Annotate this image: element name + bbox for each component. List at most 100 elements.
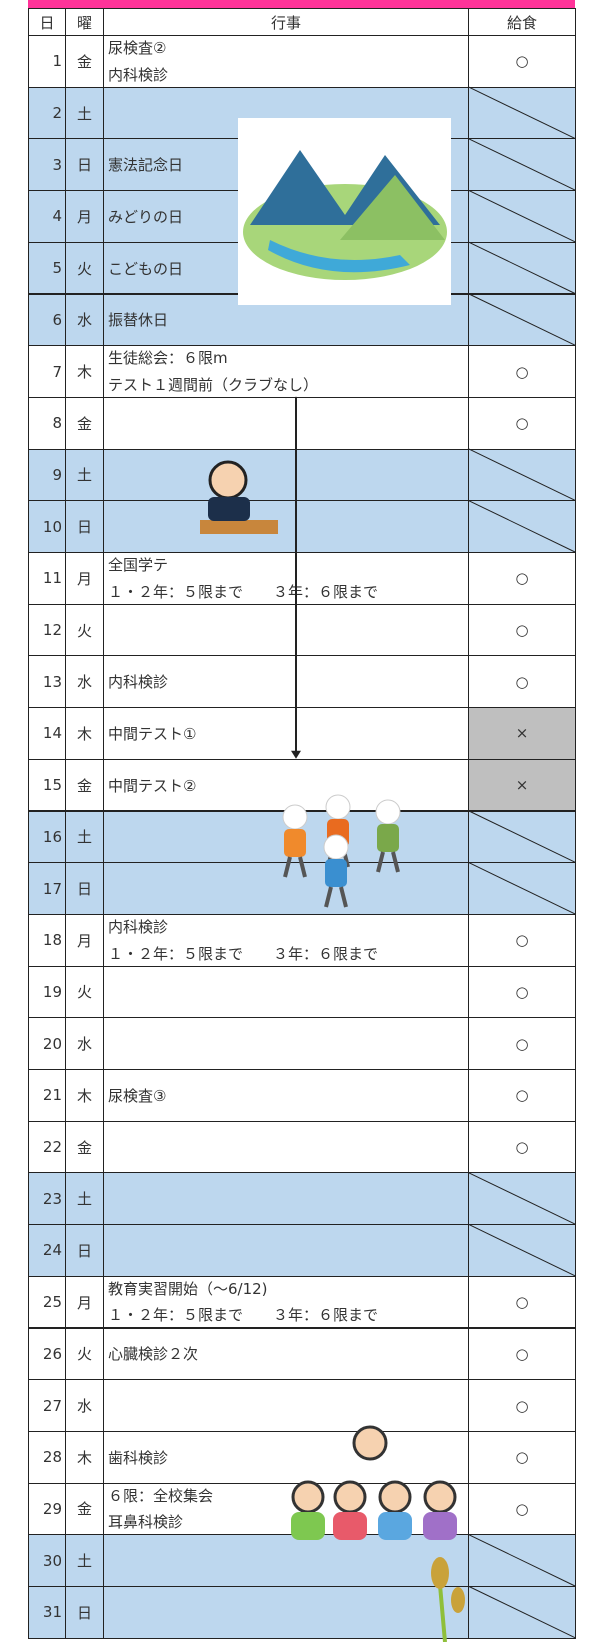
weekday-cell: 土 — [65, 1172, 104, 1226]
hiker-head — [282, 804, 308, 830]
day: 4 — [52, 207, 62, 226]
event-text: 教育実習開始（～6/12) — [108, 1279, 268, 1298]
event-text: みどりの日 — [108, 207, 184, 226]
lunch-cell: × — [468, 707, 576, 760]
hiker-leg — [376, 851, 385, 873]
lunch-mark: ○ — [515, 621, 529, 640]
day: 3 — [52, 155, 62, 174]
day: 23 — [42, 1189, 62, 1208]
weekday: 木 — [76, 1086, 92, 1105]
day-cell: 23 — [28, 1172, 66, 1226]
day: 12 — [42, 621, 62, 640]
lunch-mark: ○ — [515, 672, 529, 691]
header-text: 日 — [39, 13, 55, 32]
day: 13 — [42, 672, 62, 691]
event-text: 中間テスト① — [108, 724, 197, 743]
day: 27 — [42, 1396, 62, 1415]
day: 15 — [42, 776, 62, 795]
day: 20 — [42, 1034, 62, 1053]
teacher-head — [352, 1425, 388, 1461]
lunch-mark: ○ — [515, 362, 529, 381]
diagonal — [467, 137, 576, 191]
day-cell: 4 — [28, 190, 66, 243]
event-cell — [103, 1586, 469, 1639]
event-cell: 生徒総会：６限m テスト１週間前（クラブなし） — [103, 345, 469, 398]
diagonal — [467, 1585, 576, 1639]
mountain-green — [340, 175, 445, 240]
weekday-cell: 日 — [65, 500, 104, 553]
diagonal — [467, 189, 576, 243]
plant-head — [431, 1557, 449, 1589]
weekday: 土 — [76, 1190, 92, 1209]
weekday-cell: 日 — [65, 862, 104, 915]
lunch-mark: ○ — [515, 1034, 529, 1053]
lunch-mark: ○ — [515, 1138, 529, 1157]
day: 7 — [52, 362, 62, 381]
weekday: 木 — [76, 363, 92, 382]
student-head — [208, 460, 248, 500]
weekday: 日 — [76, 156, 92, 175]
top-band — [28, 0, 575, 8]
weekday: 木 — [76, 724, 92, 743]
event-text: １・２年：５限まで ３年：６限まで — [108, 1306, 379, 1325]
hiker-leg — [391, 851, 400, 873]
day: 1 — [52, 52, 62, 71]
weekday: 月 — [76, 207, 92, 226]
arrow-head — [291, 750, 301, 759]
day-cell: 16 — [28, 810, 66, 864]
day: 18 — [42, 931, 62, 950]
event-cell: 内科検診 １・２年：５限まで ３年：６限まで — [103, 913, 469, 967]
plant-stem — [438, 1584, 447, 1642]
weekday: 火 — [76, 983, 92, 1002]
diagonal — [467, 1171, 576, 1225]
event-text: 中間テスト② — [108, 776, 197, 795]
day: 6 — [52, 310, 62, 329]
event-text: ６限：全校集会 — [108, 1486, 214, 1505]
event-text: 耳鼻科検診 — [108, 1513, 184, 1532]
event-text: 尿検査③ — [108, 1086, 167, 1105]
hiker-leg — [298, 856, 307, 878]
day-cell: 31 — [28, 1586, 66, 1639]
hiker-head — [375, 799, 401, 825]
diagonal — [467, 86, 576, 139]
hiker-leg — [283, 856, 292, 878]
hiker-body — [377, 824, 399, 852]
lunch-mark: ○ — [515, 931, 529, 950]
day: 30 — [42, 1551, 62, 1570]
child-head — [423, 1480, 457, 1514]
day: 2 — [52, 104, 62, 123]
event-text: １・２年：５限まで ３年：６限まで — [108, 944, 379, 963]
lunch-mark: ○ — [515, 1086, 529, 1105]
weekday: 火 — [76, 621, 92, 640]
event-text: こどもの日 — [108, 259, 184, 278]
header-text: 行事 — [270, 13, 301, 32]
event-text: 全国学テ — [108, 556, 169, 574]
day: 26 — [42, 1344, 62, 1363]
child-body — [423, 1512, 457, 1540]
event-text: テスト１週間前（クラブなし） — [108, 375, 319, 394]
child-head — [333, 1480, 367, 1514]
diagonal — [467, 293, 576, 346]
child-body — [291, 1512, 325, 1540]
day: 28 — [42, 1448, 62, 1467]
hiker-head — [323, 834, 349, 860]
lunch-mark: × — [515, 776, 529, 795]
day: 25 — [42, 1293, 62, 1312]
event-text: 振替休日 — [108, 311, 169, 330]
diagonal — [467, 499, 576, 553]
diagonal — [467, 1223, 576, 1277]
weekday: 土 — [76, 1552, 92, 1571]
day-cell: 10 — [28, 500, 66, 553]
hiker-head — [325, 794, 351, 820]
weekday-cell: 水 — [65, 293, 104, 347]
lunch-mark: × — [515, 724, 529, 743]
weekday: 月 — [76, 1293, 92, 1312]
day: 22 — [42, 1138, 62, 1157]
student-body — [208, 497, 250, 521]
lunch-mark: ○ — [515, 52, 529, 71]
day: 21 — [42, 1086, 62, 1105]
event-text: １・２年：５限まで ３年：６限まで — [108, 582, 379, 601]
header-text: 給食 — [506, 13, 537, 32]
day: 19 — [42, 982, 62, 1001]
weekday-cell: 月 — [65, 190, 104, 243]
